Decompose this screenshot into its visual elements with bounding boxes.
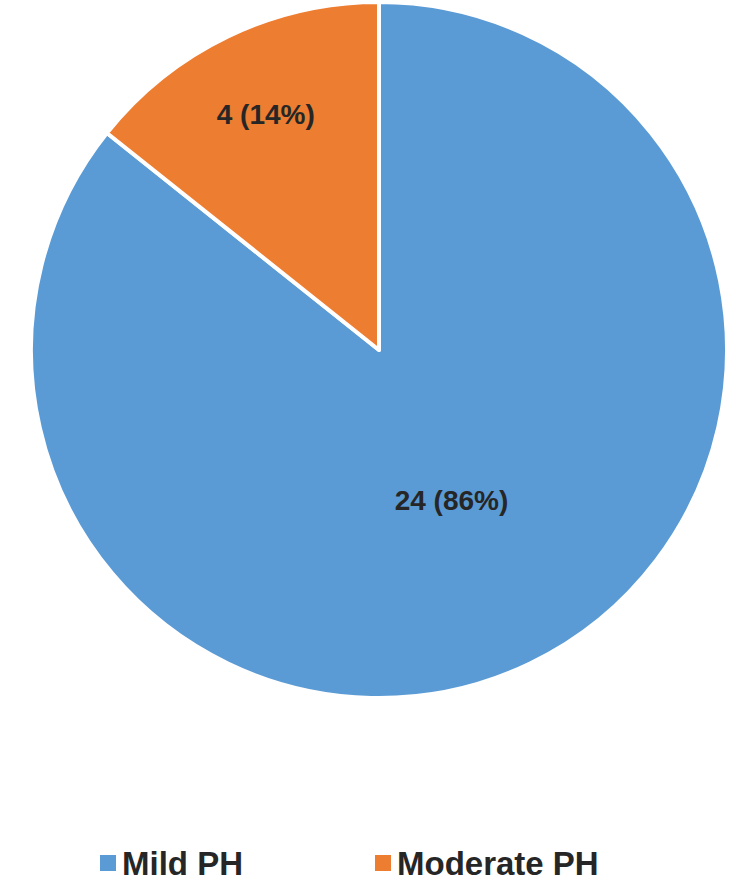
legend-swatch: [375, 855, 391, 871]
pie-slice: [107, 2, 379, 350]
legend-label: Mild PH: [122, 845, 243, 882]
data-label: 4 (14%): [217, 99, 315, 130]
legend-label: Moderate PH: [397, 845, 599, 882]
data-label: 24 (86%): [395, 485, 509, 516]
chart: 24 (86%) 4 (14%) Mild PH Moderate PH: [0, 0, 750, 895]
legend-swatch: [100, 855, 116, 871]
legend: Mild PH Moderate PH: [100, 845, 599, 882]
pie: [31, 2, 727, 698]
pie-slice: [31, 2, 727, 698]
